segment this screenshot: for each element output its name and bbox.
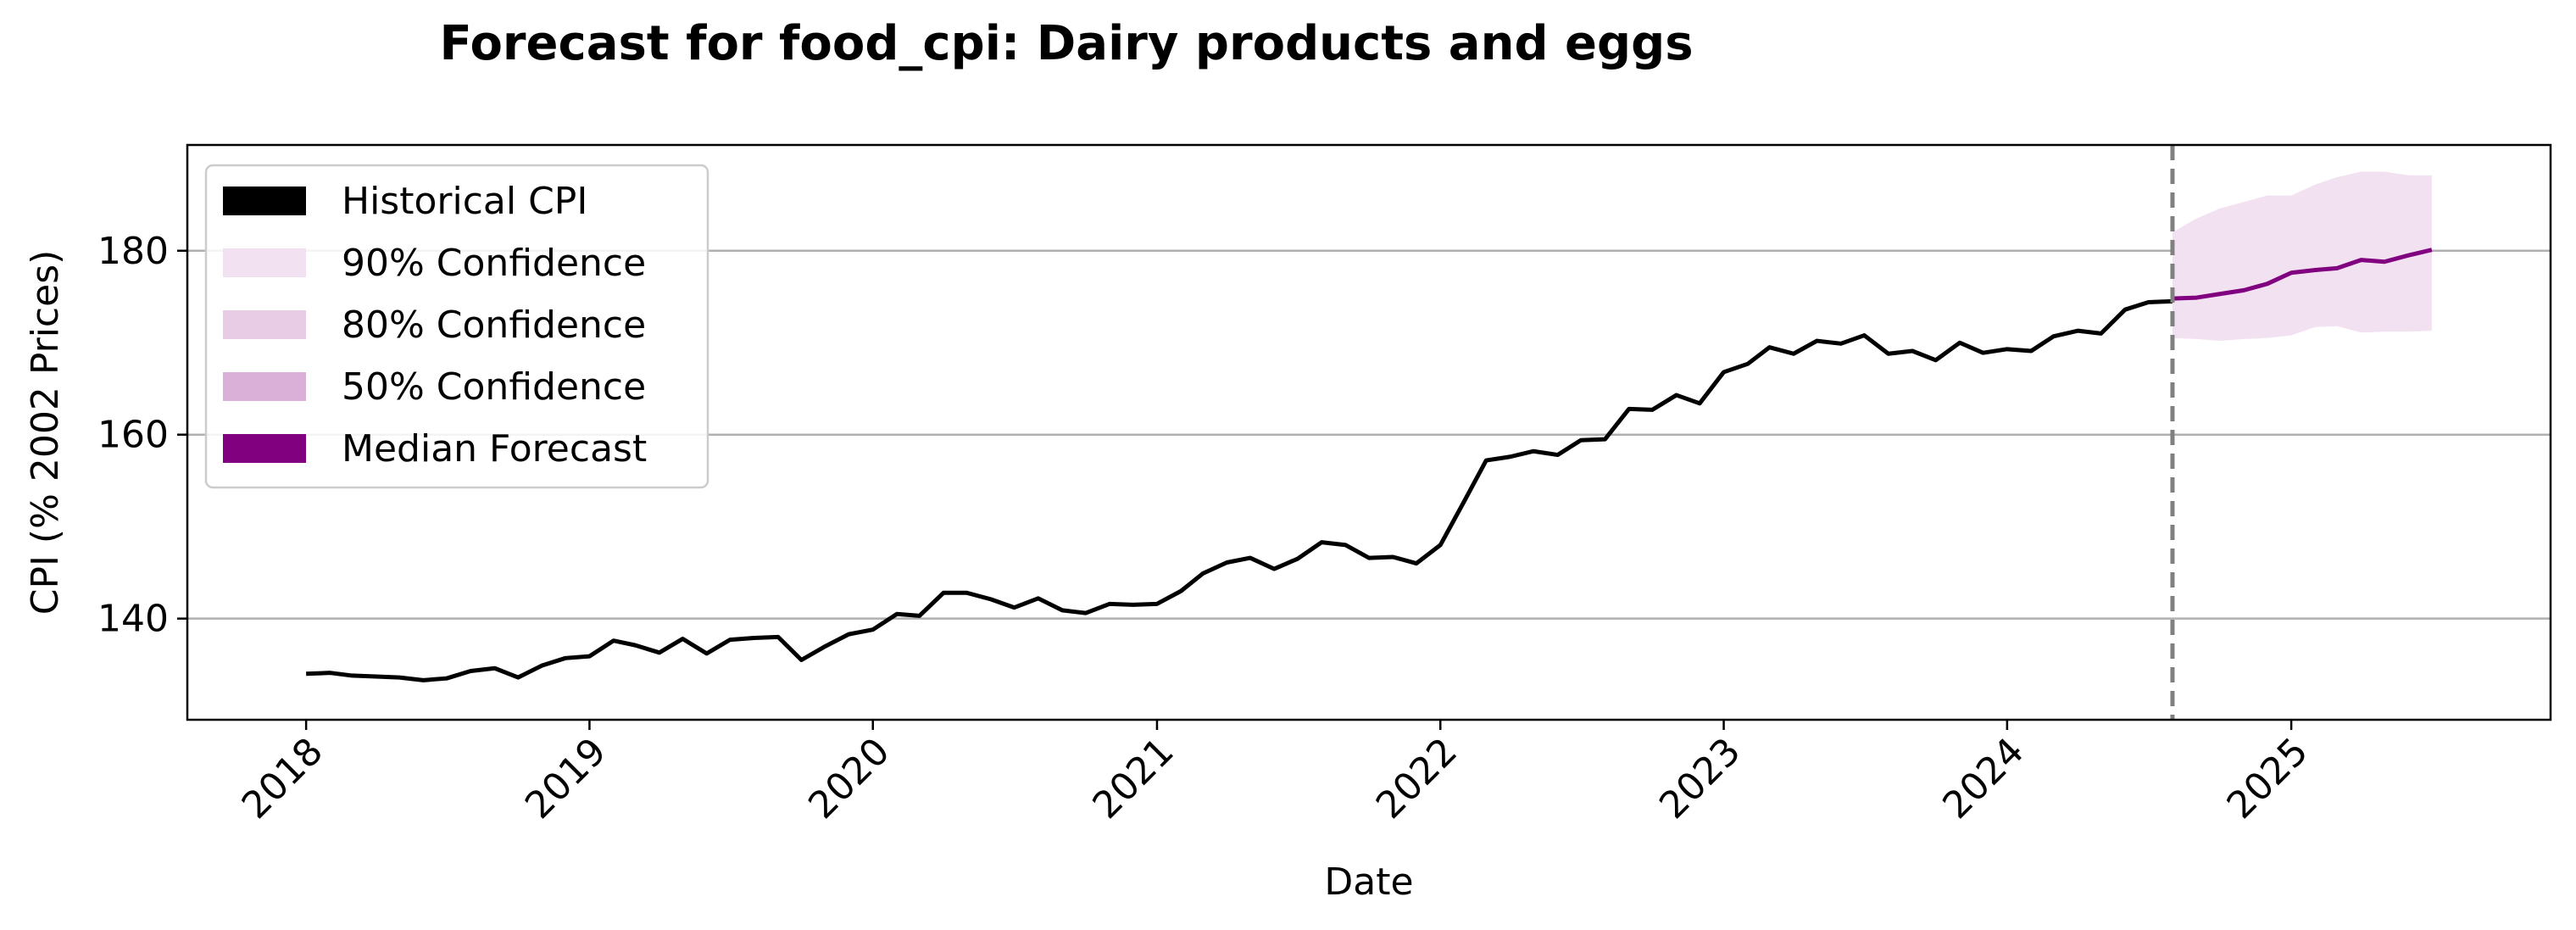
y-tick-label: 180 (97, 230, 169, 273)
x-tick-label: 2020 (800, 730, 898, 827)
y-tick-label: 140 (97, 598, 169, 641)
legend-swatch (223, 434, 306, 463)
legend-box (204, 164, 709, 489)
legend-label: Median Forecast (342, 427, 647, 471)
series-lines (306, 248, 2433, 682)
median-forecast-line (2172, 248, 2433, 301)
legend-label: 50% Confidence (342, 365, 646, 409)
plot-area-frame (186, 143, 2552, 721)
historical-cpi-line (306, 298, 2173, 682)
x-tick-label: 2023 (1651, 730, 1749, 827)
x-tick-label: 2022 (1368, 730, 1466, 827)
y-tick-label: 160 (97, 414, 169, 457)
y-axis-ticks: 140 160 180 (97, 230, 187, 641)
x-axis-label: Date (1324, 860, 1413, 904)
legend-label: Historical CPI (342, 180, 587, 223)
x-tick-label: 2018 (234, 730, 331, 827)
legend-swatch (223, 310, 306, 339)
legend-swatch (223, 187, 306, 215)
x-axis-ticks: 2018 2019 2020 2021 2022 2023 2024 2025 (234, 720, 2317, 827)
confidence-bands (2172, 171, 2432, 342)
x-tick-label: 2021 (1084, 730, 1182, 827)
legend-swatch (223, 372, 306, 401)
legend-label: 90% Confidence (342, 242, 646, 285)
legend: Historical CPI 90% Confidence 80% Confiden… (204, 164, 709, 489)
chart-title: Forecast for food_cpi: Dairy products an… (439, 16, 1693, 71)
x-tick-label: 2024 (1934, 730, 2032, 827)
x-tick-label: 2025 (2219, 730, 2317, 827)
confidence-band-90 (2172, 171, 2432, 342)
x-tick-label: 2019 (517, 730, 615, 827)
legend-swatch (223, 248, 306, 277)
legend-label: 80% Confidence (342, 304, 646, 347)
y-axis-label: CPI (% 2002 Prices) (24, 250, 67, 615)
